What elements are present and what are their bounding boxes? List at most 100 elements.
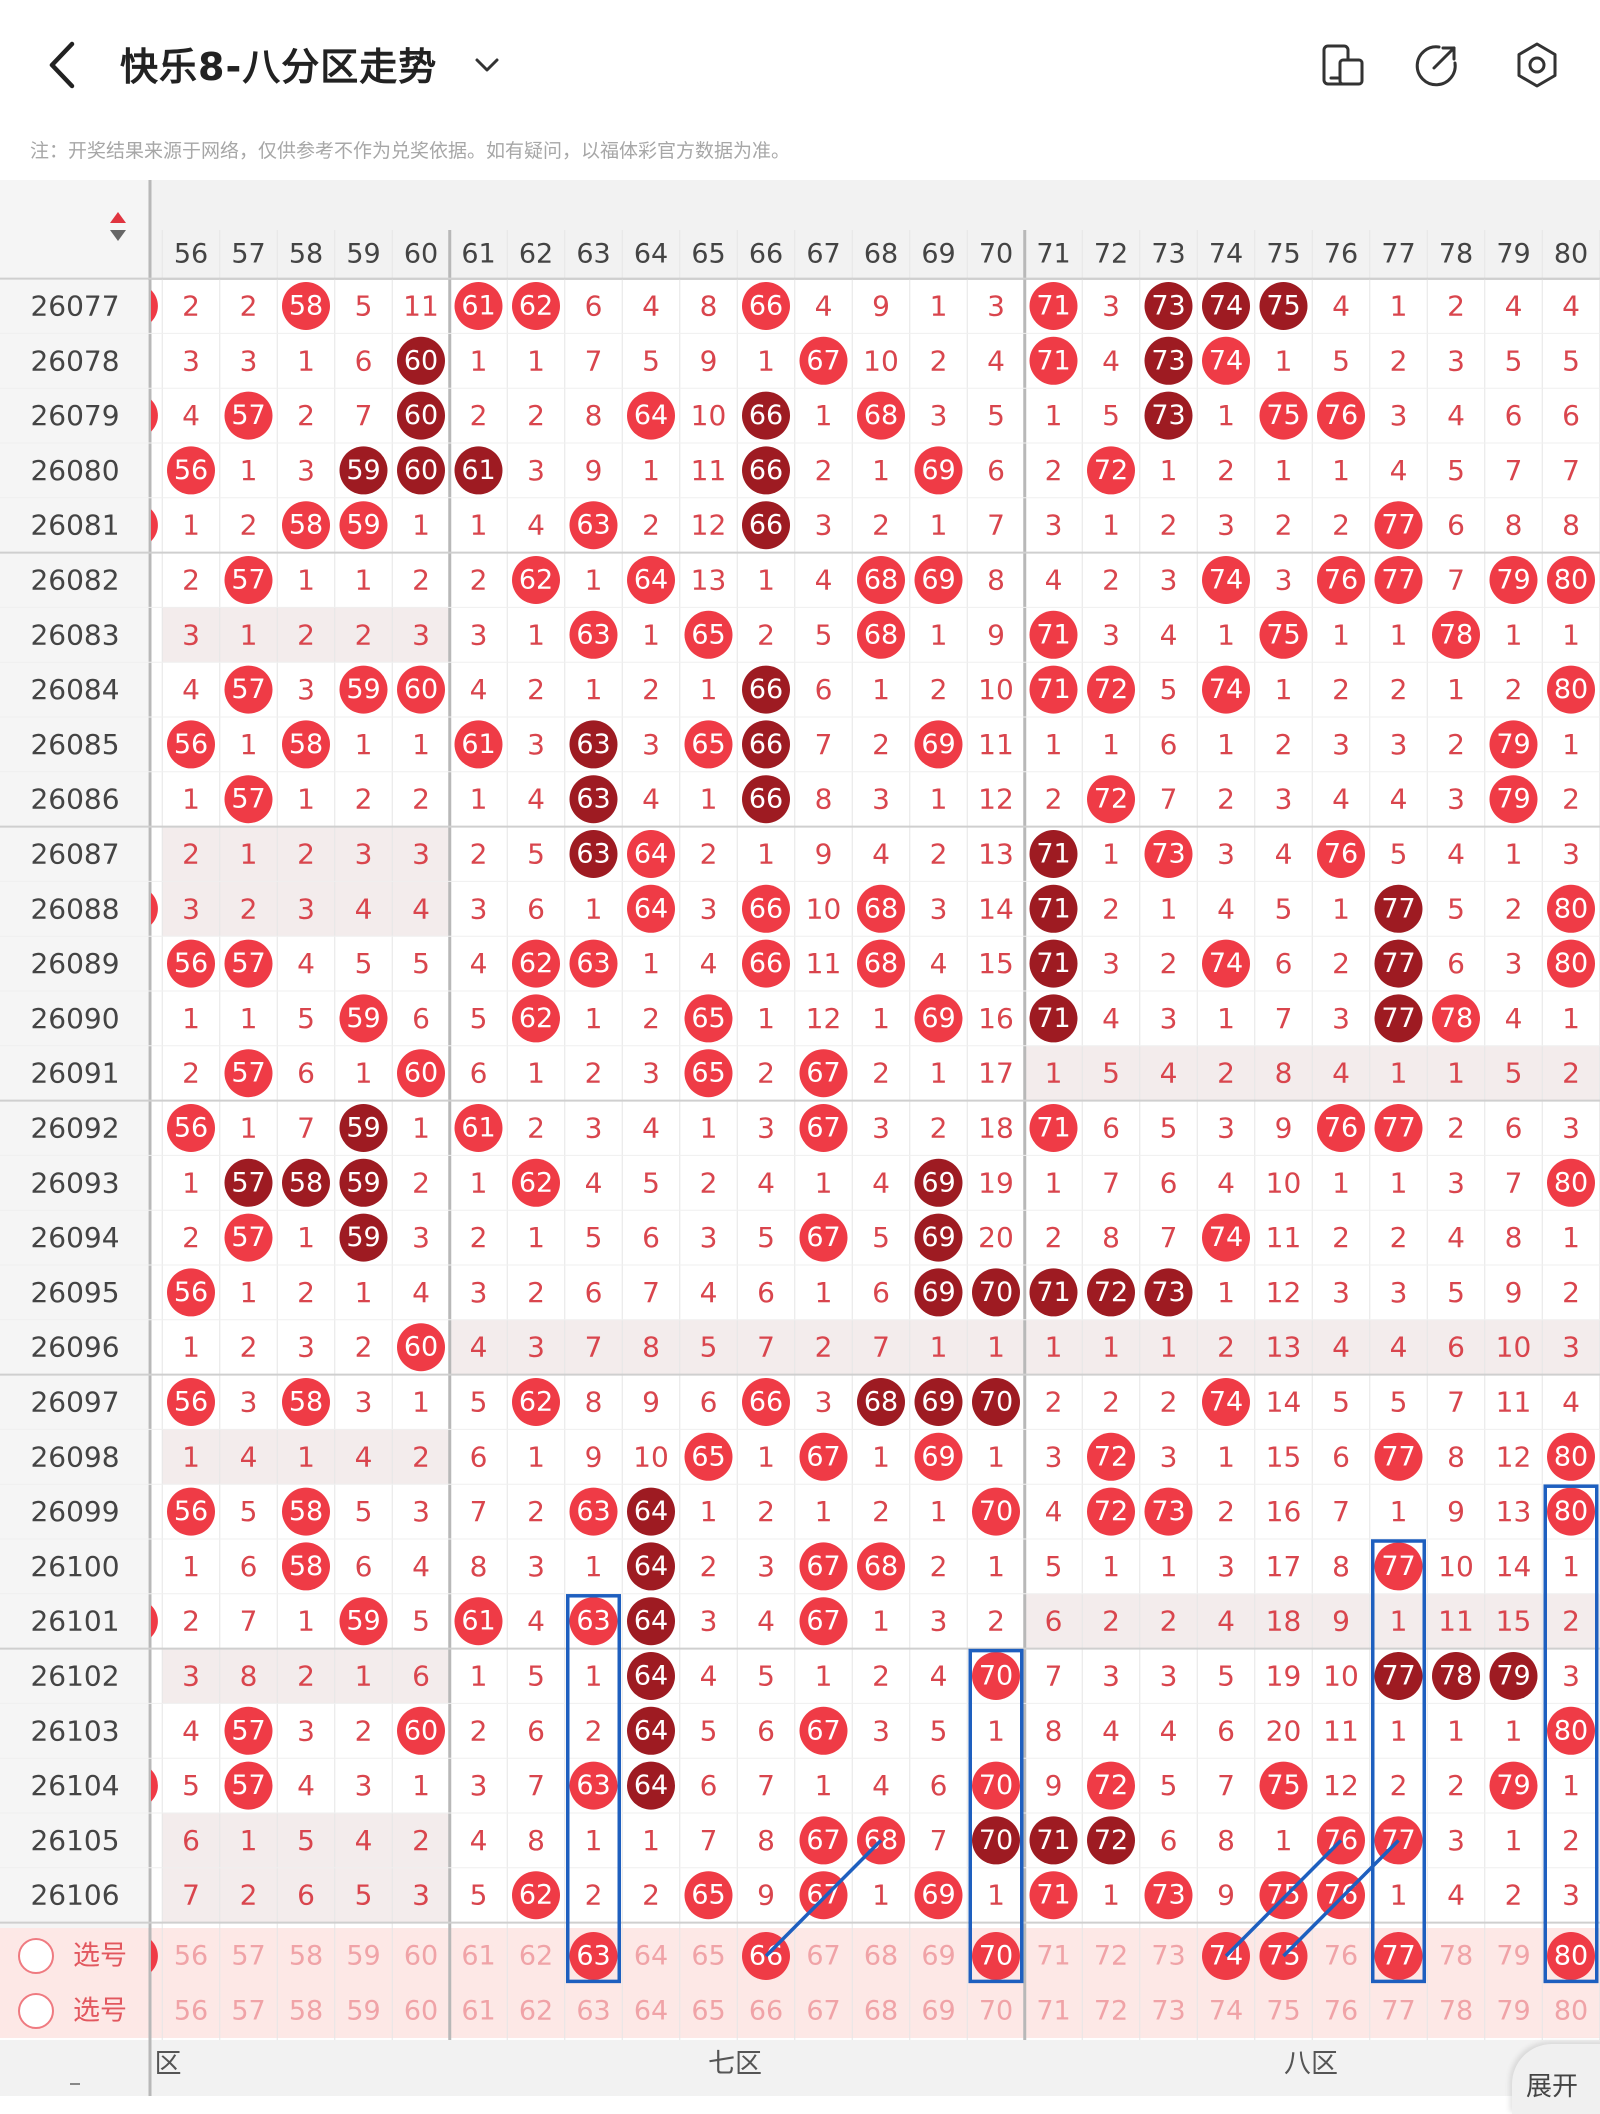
select-number-option[interactable]: 73 [1151, 1996, 1185, 2027]
select-number-option[interactable]: 58 [289, 1941, 323, 1972]
omission-count: 5 [412, 1605, 430, 1638]
select-number-option[interactable]: 57 [231, 1996, 265, 2027]
select-number-option[interactable]: 78 [1439, 1941, 1473, 1972]
select-number-option[interactable]: 63 [576, 1996, 610, 2027]
drawn-number-ball [627, 1487, 675, 1536]
select-number-option[interactable]: 68 [864, 1941, 898, 1972]
select-number-option[interactable]: 70 [979, 1996, 1013, 2027]
omission-count: 1 [412, 1386, 430, 1419]
drawn-number-ball [1489, 775, 1538, 824]
settings-icon[interactable] [1512, 40, 1562, 90]
drawn-number: 59 [346, 1113, 380, 1144]
chevron-down-icon[interactable] [472, 50, 502, 80]
select-number-option[interactable]: 64 [634, 1941, 668, 1972]
select-number-option[interactable]: 77 [1381, 1996, 1415, 2027]
select-number-option[interactable]: 67 [806, 1996, 840, 2027]
expand-button[interactable]: 展开 [1512, 2044, 1600, 2114]
select-number-option[interactable]: 75 [1266, 1996, 1300, 2027]
drawn-number: 65 [691, 1880, 725, 1911]
drawn-number: 63 [576, 784, 610, 815]
omission-count: 4 [1447, 1879, 1465, 1912]
select-number-option[interactable]: 65 [691, 1941, 725, 1972]
drawn-number-ball [1547, 1487, 1595, 1536]
select-number-option[interactable]: 79 [1496, 1996, 1530, 2027]
selected-number-ball[interactable] [1547, 1932, 1595, 1980]
sort-arrows-icon[interactable] [110, 212, 126, 241]
drawn-number: 72 [1094, 1441, 1128, 1472]
omission-count: 4 [182, 1714, 200, 1747]
selected-number-ball[interactable] [972, 1932, 1020, 1980]
selected-number-ball[interactable] [569, 1932, 618, 1980]
back-arrow-icon[interactable] [40, 38, 84, 92]
select-number-option[interactable]: 58 [289, 1996, 323, 2027]
drawn-number: 61 [461, 1606, 495, 1637]
selected-number-ball[interactable] [1374, 1932, 1423, 1980]
select-number-option[interactable]: 62 [519, 1941, 553, 1972]
select-number-option[interactable]: 56 [174, 1996, 208, 2027]
omission-count: 5 [700, 1714, 718, 1747]
select-number-option[interactable]: 73 [1151, 1941, 1185, 1972]
select-number-option[interactable]: 80 [1554, 1996, 1588, 2027]
omission-count: 4 [1332, 1057, 1350, 1090]
column-header-66: 66 [749, 239, 783, 270]
select-number-option[interactable]: 59 [346, 1941, 380, 1972]
select-number-option[interactable]: 61 [461, 1941, 495, 1972]
drawn-number-ball [627, 1652, 675, 1700]
select-number-option[interactable]: 67 [806, 1941, 840, 1972]
device-toggle-icon[interactable] [1318, 40, 1368, 90]
share-icon[interactable] [1412, 40, 1462, 90]
drawn-number-ball [512, 556, 560, 604]
omission-count: 18 [1266, 1605, 1302, 1638]
select-row-2[interactable]: 选号 [18, 1993, 127, 2029]
omission-count: 7 [182, 1879, 200, 1912]
select-number-option[interactable]: 69 [921, 1996, 955, 2027]
omission-count: 1 [585, 673, 603, 706]
omission-count: 1 [1505, 1714, 1523, 1747]
select-number-option[interactable]: 62 [519, 1996, 553, 2027]
select-radio-icon[interactable] [18, 1993, 54, 2029]
omission-count: 2 [700, 1550, 718, 1583]
select-number-option[interactable]: 78 [1439, 1996, 1473, 2027]
select-number-option[interactable]: 74 [1209, 1996, 1243, 2027]
page-title[interactable]: 快乐8-八分区走势 [120, 45, 438, 89]
omission-count: 1 [757, 1002, 775, 1035]
select-number-option[interactable]: 64 [634, 1996, 668, 2027]
select-number-option[interactable]: 76 [1324, 1941, 1358, 1972]
select-number-option[interactable]: 79 [1496, 1941, 1530, 1972]
drawn-number: 80 [1554, 893, 1588, 924]
select-number-option[interactable]: 57 [231, 1941, 265, 1972]
zone-miss-band [162, 607, 450, 663]
select-number-option[interactable]: 61 [461, 1996, 495, 2027]
select-row-1[interactable]: 选号 [18, 1938, 127, 1974]
omission-count: 3 [1562, 1660, 1580, 1693]
omission-count: 6 [1160, 1166, 1178, 1199]
omission-count: 4 [1102, 1002, 1120, 1035]
omission-count: 1 [585, 1002, 603, 1035]
select-number-option[interactable]: 65 [691, 1996, 725, 2027]
drawn-number-ball [282, 1542, 330, 1591]
select-number-option[interactable]: 71 [1036, 1941, 1070, 1972]
drawn-number-ball [1087, 1761, 1135, 1810]
select-number-option[interactable]: 72 [1094, 1941, 1128, 1972]
omission-count: 5 [1102, 1057, 1120, 1090]
select-number-option[interactable]: 69 [921, 1941, 955, 1972]
select-number-option[interactable]: 60 [404, 1996, 438, 2027]
select-number-option[interactable]: 60 [404, 1941, 438, 1972]
drawn-number: 58 [289, 1551, 323, 1582]
select-radio-icon[interactable] [18, 1938, 54, 1974]
omission-count: 1 [1275, 344, 1293, 377]
select-number-option[interactable]: 71 [1036, 1996, 1070, 2027]
drawn-number-ball [1202, 1378, 1250, 1426]
select-number-option[interactable]: 59 [346, 1996, 380, 2027]
select-number-option[interactable]: 66 [749, 1996, 783, 2027]
omission-count: 10 [1438, 1550, 1474, 1583]
drawn-number: 68 [864, 1551, 898, 1582]
select-number-option[interactable]: 56 [174, 1941, 208, 1972]
select-number-option[interactable]: 68 [864, 1996, 898, 2027]
omission-count: 1 [585, 1824, 603, 1857]
select-number-option[interactable]: 76 [1324, 1996, 1358, 2027]
select-number-option[interactable]: 72 [1094, 1996, 1128, 2027]
omission-count: 2 [182, 1221, 200, 1254]
omission-count: 2 [182, 838, 200, 871]
omission-count: 17 [1266, 1550, 1302, 1583]
